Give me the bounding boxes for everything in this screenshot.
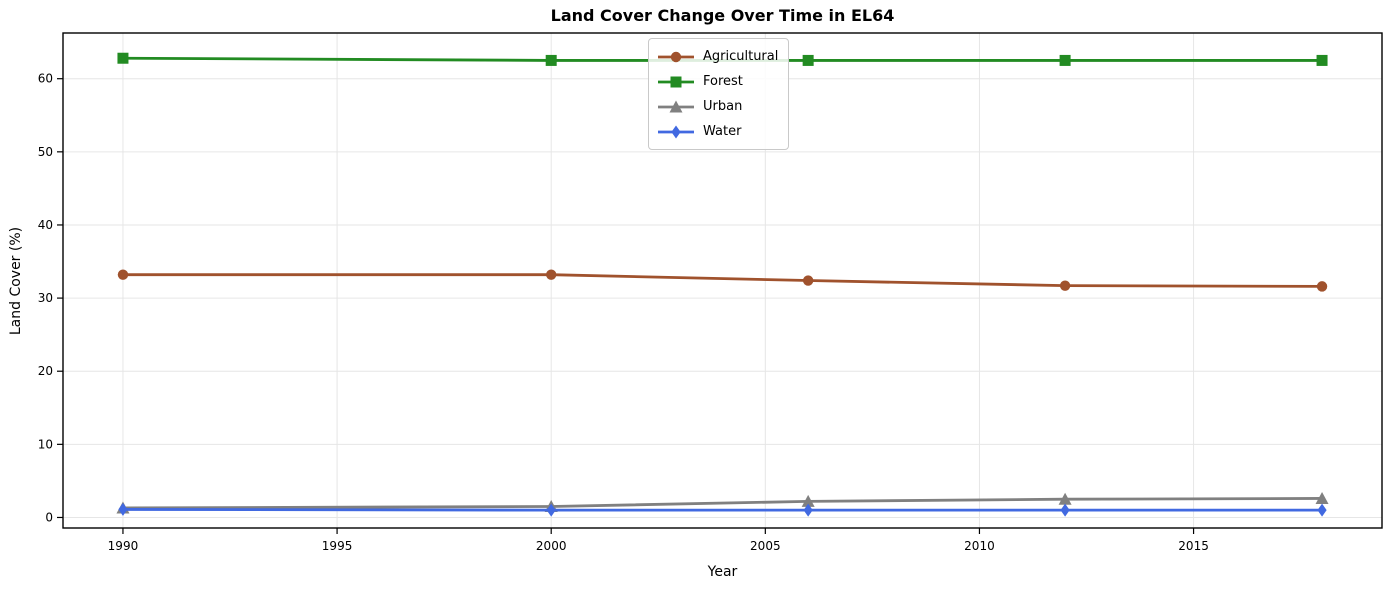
data-point-triangle: [801, 494, 815, 507]
y-tick-label: 10: [38, 437, 53, 451]
data-point-square: [117, 52, 129, 64]
y-tick-label: 50: [38, 145, 53, 159]
chart-title: Land Cover Change Over Time in EL64: [550, 6, 895, 25]
y-tick-label: 20: [38, 364, 53, 378]
x-tick-label: 2015: [1178, 539, 1209, 553]
data-point-diamond: [1060, 503, 1070, 517]
data-point-diamond: [118, 502, 128, 516]
diamond-marker-icon: [658, 125, 694, 138]
legend-label: Urban: [703, 99, 743, 114]
x-axis-label: Year: [707, 564, 738, 580]
legend-item-agricultural: Agricultural: [657, 44, 778, 69]
series-line: [121, 508, 1324, 512]
x-tick-label: 2010: [964, 539, 995, 553]
data-point-square: [670, 76, 682, 87]
y-tick-label: 30: [38, 291, 53, 305]
data-point-circle: [1059, 280, 1071, 291]
legend-item-urban: Urban: [657, 94, 778, 119]
data-point-square: [802, 54, 814, 66]
data-point-circle: [802, 275, 814, 286]
triangle-marker-icon: [658, 100, 694, 112]
data-point-diamond: [546, 503, 556, 517]
data-point-square: [1316, 54, 1328, 66]
data-point-circle: [546, 269, 557, 280]
plot-border: [62, 32, 1383, 529]
series-line: [121, 497, 1324, 510]
data-point-square: [545, 54, 557, 66]
axis-ticks: 1990 1995 2000 2005 2010 2015 0 10 20 30 40 50 60: [38, 72, 1209, 553]
data-point-triangle: [1315, 491, 1329, 504]
circle-marker-icon: [658, 51, 694, 62]
legend-item-water: Water: [657, 119, 778, 144]
x-tick-label: 1995: [322, 539, 353, 553]
x-tick-label: 1990: [108, 539, 139, 553]
data-point-circle: [670, 51, 682, 62]
legend-item-forest: Forest: [657, 69, 778, 94]
series-line: [121, 273, 1324, 288]
x-tick-label: 2000: [536, 539, 567, 553]
y-axis-label: Land Cover (%): [8, 226, 24, 336]
data-point-diamond: [803, 503, 813, 517]
data-point-triangle: [1058, 492, 1072, 505]
series-water: [118, 502, 1327, 517]
data-point-circle: [1316, 281, 1328, 292]
gridlines: [63, 33, 1382, 528]
x-tick-label: 2005: [750, 539, 781, 553]
data-point-diamond: [1317, 503, 1327, 517]
data-point-circle: [117, 269, 129, 280]
square-marker-icon: [658, 76, 694, 87]
legend: Agricultural Forest Urban Water: [648, 38, 790, 150]
data-point-square: [1059, 54, 1071, 66]
legend-label: Forest: [703, 74, 743, 89]
series-agricultural: [117, 269, 1328, 292]
y-tick-label: 60: [38, 72, 53, 86]
data-point-diamond: [671, 125, 681, 138]
legend-label: Water: [703, 124, 742, 139]
y-tick-label: 40: [38, 218, 53, 232]
legend-label: Agricultural: [703, 49, 779, 64]
series-forest: [117, 52, 1328, 66]
data-point-triangle: [669, 100, 683, 112]
y-tick-label: 0: [45, 510, 53, 524]
